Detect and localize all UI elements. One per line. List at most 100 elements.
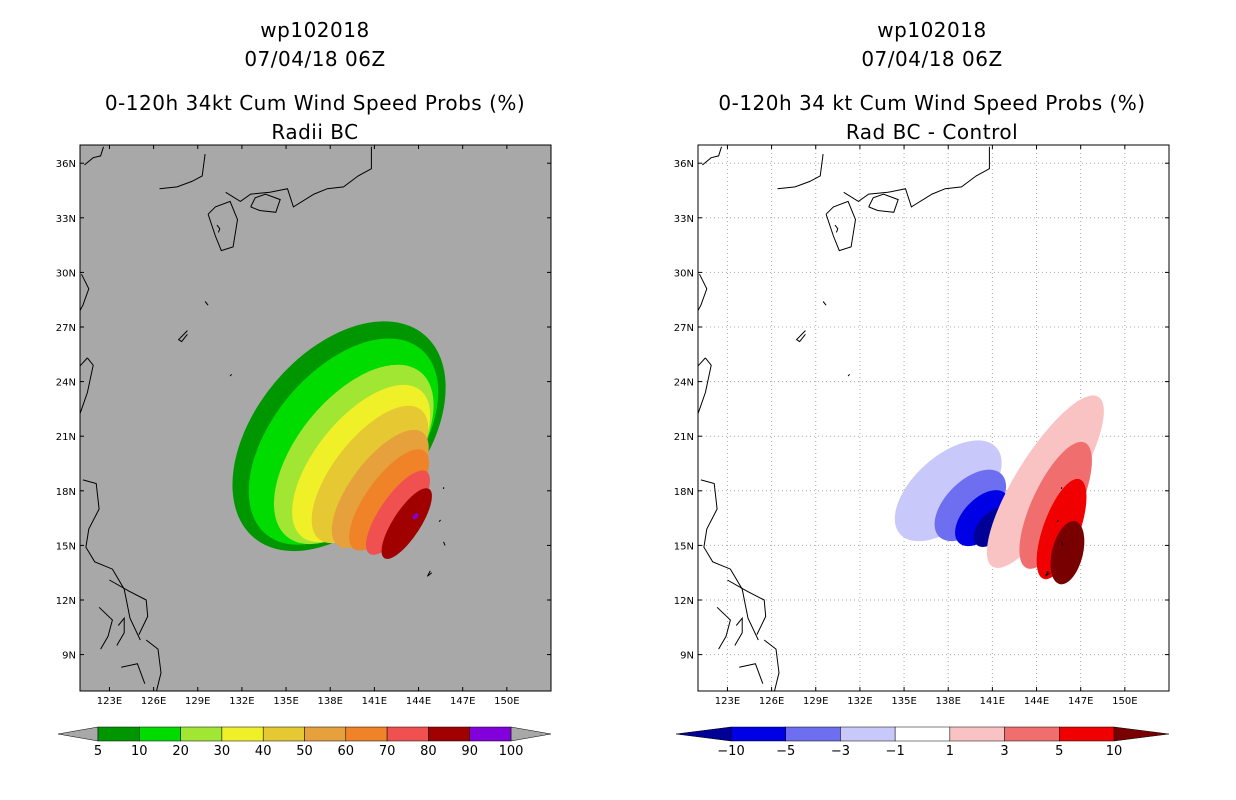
right-coastline-9 xyxy=(698,357,712,416)
left-colorbar: 5 10 20 30 40 50 60 70 80 90 100 xyxy=(57,726,552,759)
left-coastline-3 xyxy=(159,154,206,190)
left-coastline-14 xyxy=(116,616,125,646)
right-xtick-label-129E: 129E xyxy=(803,696,828,707)
left-coastline-5 xyxy=(216,224,221,233)
left-colorbar-label-7: 70 xyxy=(379,744,396,759)
right-map-panel: 123E 126E 129E 132E 135E 138E 141E 144E 147E 150E… xyxy=(674,144,1170,707)
left-product-title: 0-120h 34kt Cum Wind Speed Probs (%) xyxy=(104,91,526,115)
right-coastline-4 xyxy=(702,146,722,166)
left-coastline-19 xyxy=(438,519,441,523)
right-ytick-label-9N: 9N xyxy=(680,651,694,662)
left-coastline-9 xyxy=(80,357,94,416)
right-ytick-label-24N: 24N xyxy=(674,378,694,389)
left-colorbar-swatch-9 xyxy=(469,726,512,742)
left-plot-area xyxy=(80,146,446,691)
right-chart-header: wp102018 07/04/18 06Z 0-120h 34 kt Cum W… xyxy=(652,16,1212,147)
right-ytick-label-21N: 21N xyxy=(674,432,694,443)
left-colorbar-label-2: 20 xyxy=(172,744,189,759)
left-coastline-1 xyxy=(207,200,239,252)
right-colorbar-label-3: −1 xyxy=(886,744,905,759)
right-ytick-label-27N: 27N xyxy=(674,323,694,334)
right-coastline-10 xyxy=(700,479,759,641)
left-datetime: 07/04/18 06Z xyxy=(244,47,386,71)
left-xtick-label-141E: 141E xyxy=(362,696,387,707)
right-contour-10 xyxy=(1050,521,1085,585)
left-colorbar-swatch-4 xyxy=(262,726,305,742)
right-datetime: 07/04/18 06Z xyxy=(861,47,1003,71)
left-coastline-8 xyxy=(80,273,90,312)
right-ytick-label-15N: 15N xyxy=(674,541,694,552)
right-colorbar-low-triangle xyxy=(675,726,732,742)
left-ytick-label-30N: 30N xyxy=(56,268,76,279)
right-ytick-label-30N: 30N xyxy=(674,268,694,279)
right-coastline-8 xyxy=(698,273,708,312)
right-ytick-label-12N: 12N xyxy=(674,596,694,607)
left-colorbar-low-triangle xyxy=(57,726,99,742)
right-ytick-label-33N: 33N xyxy=(674,214,694,225)
left-xtick-label-150E: 150E xyxy=(494,696,519,707)
left-colorbar-label-8: 80 xyxy=(420,744,437,759)
right-coastline-17 xyxy=(1044,570,1051,577)
left-colorbar-label-3: 30 xyxy=(214,744,231,759)
right-coastline-12 xyxy=(727,579,767,635)
right-product-title: 0-120h 34 kt Cum Wind Speed Probs (%) xyxy=(718,91,1146,115)
right-colorbar-swatch-3 xyxy=(894,726,951,742)
left-coastline-0 xyxy=(225,146,372,208)
right-coastline-0 xyxy=(843,146,990,208)
right-xtick-label-147E: 147E xyxy=(1068,696,1093,707)
left-xtick-label-132E: 132E xyxy=(229,696,254,707)
left-colorbar-label-0: 5 xyxy=(94,744,102,759)
left-contour-80 xyxy=(381,488,432,559)
left-xtick-label-144E: 144E xyxy=(406,696,431,707)
left-ytick-label-24N: 24N xyxy=(56,378,76,389)
left-colorbar-swatch-2 xyxy=(180,726,223,742)
right-plot-area xyxy=(698,145,1169,691)
left-coastline-18 xyxy=(443,541,446,546)
left-xtick-label-138E: 138E xyxy=(318,696,343,707)
right-coastline-3 xyxy=(777,154,824,190)
right-colorbar-swatch-6 xyxy=(1059,726,1115,742)
right-colorbar-swatch-0 xyxy=(730,726,786,742)
right-xtick-label-138E: 138E xyxy=(936,696,961,707)
left-coastline-21 xyxy=(229,373,232,377)
right-coastline-21 xyxy=(847,373,850,377)
left-colorbar-swatch-1 xyxy=(139,726,181,742)
right-coastline-18 xyxy=(1061,541,1064,546)
left-coastline-13 xyxy=(98,606,113,650)
right-colorbar-label-4: 1 xyxy=(946,744,954,759)
right-colorbar-label-0: −10 xyxy=(717,744,744,759)
left-chart-header: wp102018 07/04/18 06Z 0-120h 34kt Cum Wi… xyxy=(35,16,595,147)
left-colorbar-swatch-3 xyxy=(221,726,264,742)
left-ytick-label-27N: 27N xyxy=(56,323,76,334)
right-coastline-13 xyxy=(716,606,731,650)
left-colorbar-label-6: 60 xyxy=(338,744,355,759)
left-colorbar-swatch-6 xyxy=(345,726,388,742)
left-xtick-label-126E: 126E xyxy=(141,696,166,707)
right-colorbar-swatch-4 xyxy=(949,726,1005,742)
left-storm-id: wp102018 xyxy=(260,18,370,42)
left-xtick-label-147E: 147E xyxy=(450,696,475,707)
right-colorbar-swatch-1 xyxy=(785,726,841,742)
right-colorbar-label-7: 10 xyxy=(1106,744,1123,759)
right-ytick-label-18N: 18N xyxy=(674,487,694,498)
left-map-panel: 123E 126E 129E 132E 135E 138E 141E 144E 147E 150E… xyxy=(56,144,552,707)
left-colorbar-swatch-5 xyxy=(304,726,347,742)
left-colorbar-swatch-8 xyxy=(428,726,470,742)
right-coastline-1 xyxy=(825,200,857,252)
right-xtick-label-141E: 141E xyxy=(980,696,1005,707)
left-colorbar-label-5: 50 xyxy=(296,744,313,759)
right-colorbar-swatch-2 xyxy=(840,726,896,742)
right-contour--5 xyxy=(955,490,1010,547)
left-ytick-label-21N: 21N xyxy=(56,432,76,443)
right-colorbar-label-6: 5 xyxy=(1055,744,1063,759)
right-coastline-14 xyxy=(734,616,743,646)
left-ytick-label-9N: 9N xyxy=(62,651,76,662)
left-ytick-label-18N: 18N xyxy=(56,487,76,498)
left-colorbar-label-1: 10 xyxy=(131,744,148,759)
left-ytick-label-15N: 15N xyxy=(56,541,76,552)
left-colorbar-swatch-7 xyxy=(386,726,429,742)
right-subtitle: Rad BC - Control xyxy=(845,120,1019,144)
left-ytick-label-36N: 36N xyxy=(56,159,76,170)
right-colorbar-swatch-5 xyxy=(1004,726,1060,742)
